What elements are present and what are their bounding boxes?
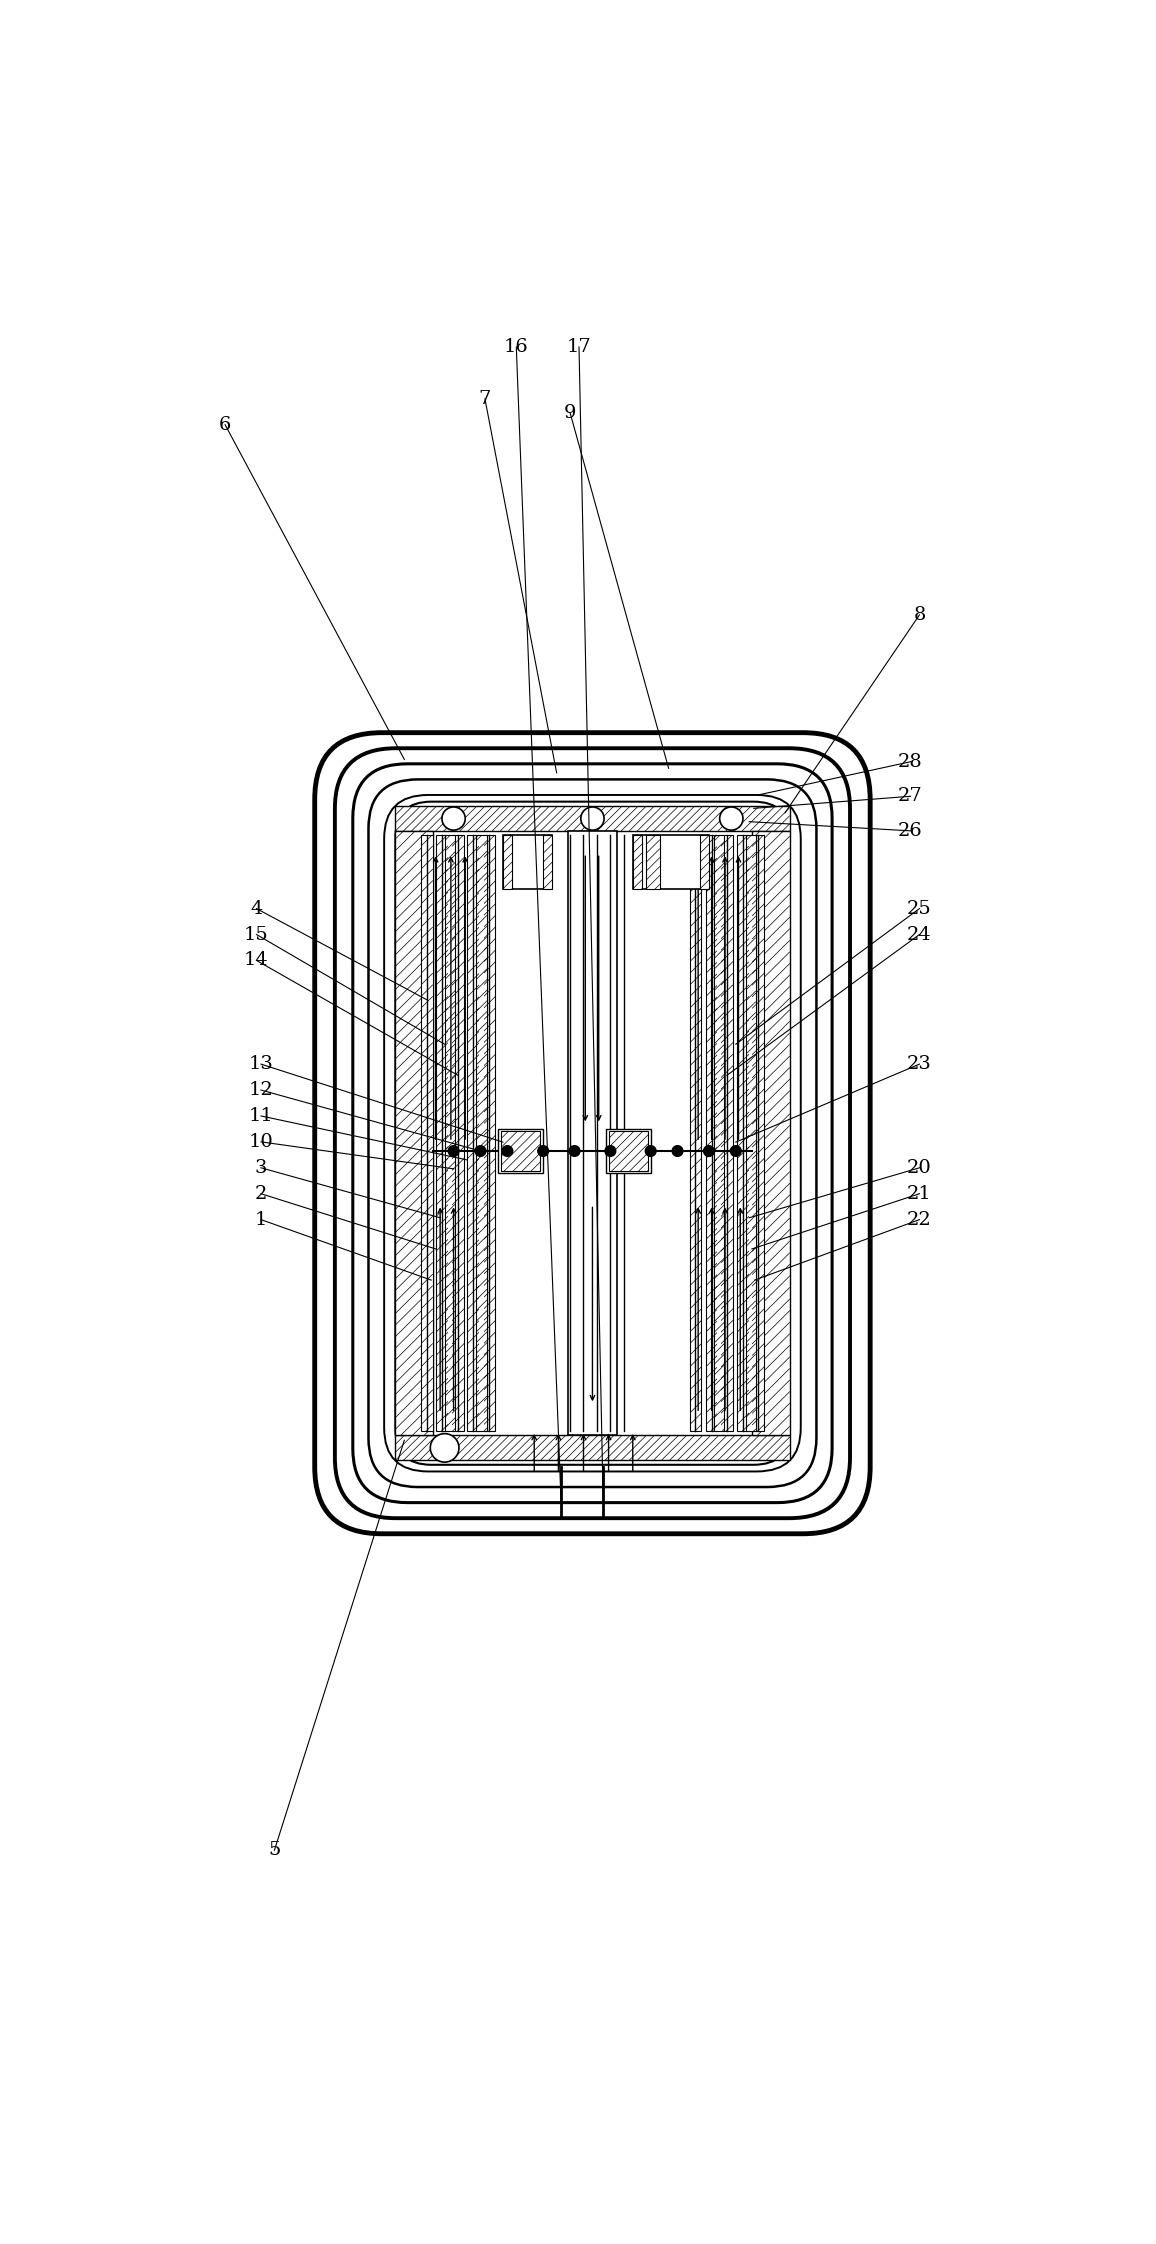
Polygon shape — [421, 835, 432, 1432]
Polygon shape — [606, 1129, 651, 1174]
Polygon shape — [452, 835, 464, 1432]
Text: 13: 13 — [249, 1055, 274, 1073]
Polygon shape — [706, 835, 718, 1432]
Polygon shape — [632, 835, 709, 889]
Polygon shape — [714, 835, 724, 1432]
Circle shape — [569, 1147, 580, 1156]
Text: 2: 2 — [254, 1185, 267, 1203]
Polygon shape — [503, 835, 512, 889]
Polygon shape — [498, 1129, 543, 1174]
FancyBboxPatch shape — [353, 763, 832, 1503]
Polygon shape — [395, 806, 790, 830]
Circle shape — [672, 1147, 683, 1156]
Circle shape — [449, 1147, 459, 1156]
FancyBboxPatch shape — [384, 794, 801, 1472]
Text: 21: 21 — [907, 1185, 932, 1203]
Polygon shape — [445, 835, 455, 1432]
Text: 22: 22 — [907, 1210, 932, 1230]
Circle shape — [605, 1147, 616, 1156]
Circle shape — [731, 1147, 741, 1156]
Polygon shape — [690, 835, 702, 1432]
FancyBboxPatch shape — [335, 747, 850, 1519]
Polygon shape — [738, 835, 749, 1432]
Polygon shape — [568, 830, 617, 1436]
Circle shape — [645, 1147, 657, 1156]
Text: 6: 6 — [218, 415, 231, 433]
FancyBboxPatch shape — [314, 734, 870, 1535]
Text: 10: 10 — [249, 1133, 273, 1151]
Polygon shape — [483, 835, 495, 1432]
Polygon shape — [753, 835, 764, 1432]
Polygon shape — [632, 835, 642, 889]
Text: 1: 1 — [254, 1210, 267, 1230]
FancyBboxPatch shape — [395, 801, 790, 1465]
Text: 20: 20 — [907, 1158, 932, 1176]
Text: 28: 28 — [898, 752, 922, 770]
Text: 3: 3 — [254, 1158, 267, 1176]
Text: 14: 14 — [244, 951, 269, 969]
Text: 16: 16 — [504, 339, 528, 357]
Polygon shape — [721, 835, 733, 1432]
Polygon shape — [746, 835, 756, 1432]
Polygon shape — [467, 835, 479, 1432]
Polygon shape — [543, 835, 553, 889]
Text: 15: 15 — [244, 925, 269, 942]
Text: 8: 8 — [913, 606, 926, 624]
Polygon shape — [436, 835, 447, 1432]
Text: 25: 25 — [907, 900, 932, 918]
Text: 24: 24 — [907, 925, 932, 942]
Polygon shape — [395, 1436, 790, 1461]
Polygon shape — [476, 835, 487, 1432]
Text: 17: 17 — [566, 339, 592, 357]
Circle shape — [475, 1147, 486, 1156]
Text: 4: 4 — [251, 900, 262, 918]
Polygon shape — [503, 835, 553, 889]
Text: 9: 9 — [564, 404, 577, 422]
Polygon shape — [608, 1131, 649, 1171]
Text: 5: 5 — [268, 1842, 281, 1860]
Text: 7: 7 — [479, 390, 491, 408]
Circle shape — [720, 808, 743, 830]
Text: 26: 26 — [898, 821, 922, 839]
Text: 27: 27 — [898, 788, 922, 806]
Text: 12: 12 — [249, 1082, 273, 1100]
FancyBboxPatch shape — [369, 779, 816, 1488]
Circle shape — [502, 1147, 513, 1156]
Text: 23: 23 — [907, 1055, 932, 1073]
Circle shape — [430, 1434, 459, 1463]
Polygon shape — [501, 1131, 541, 1171]
Polygon shape — [701, 835, 709, 889]
Circle shape — [538, 1147, 549, 1156]
Text: 11: 11 — [249, 1106, 273, 1124]
Polygon shape — [395, 830, 434, 1436]
Polygon shape — [646, 835, 660, 889]
Circle shape — [442, 808, 465, 830]
Circle shape — [704, 1147, 714, 1156]
Circle shape — [580, 808, 605, 830]
Polygon shape — [751, 830, 790, 1436]
